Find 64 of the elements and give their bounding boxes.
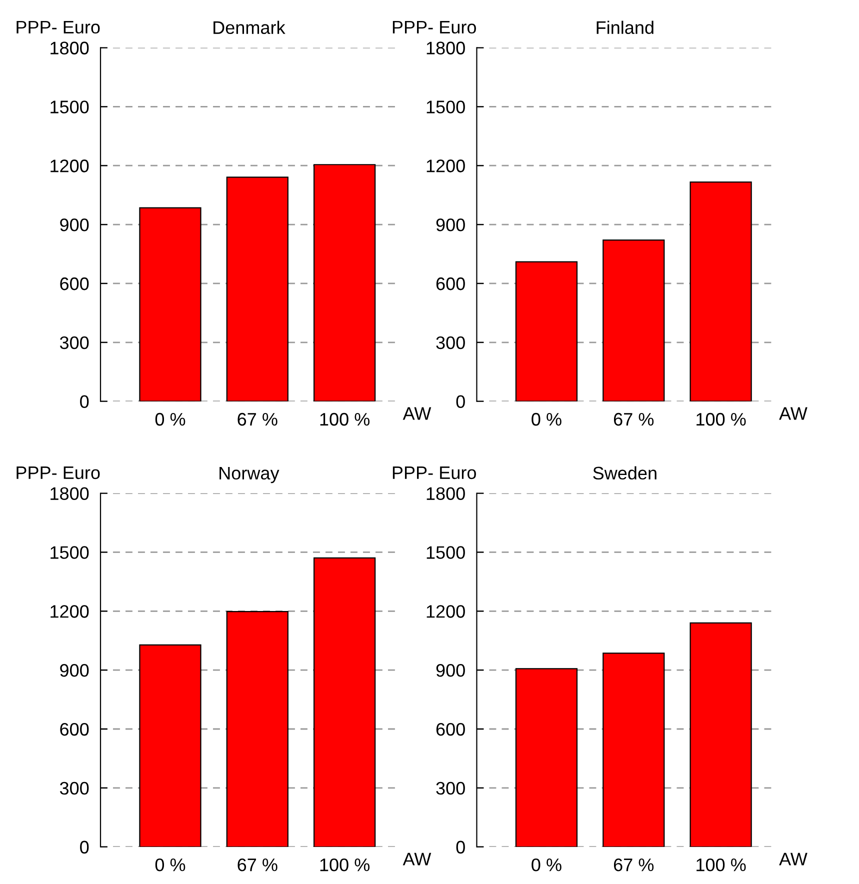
x-tick-label: 67 % bbox=[614, 412, 654, 426]
y-tick-label: 1200 bbox=[50, 160, 89, 172]
y-tick-label: 300 bbox=[436, 336, 465, 350]
bar bbox=[515, 668, 578, 847]
y-tick-label: 300 bbox=[436, 782, 465, 795]
chart-title: Denmark bbox=[214, 20, 286, 34]
chart-title: Sweden bbox=[593, 466, 656, 480]
y-tick-label: 600 bbox=[436, 722, 465, 736]
y-tick-label: 1200 bbox=[50, 605, 89, 618]
y-tick-label: 0 bbox=[456, 840, 465, 854]
bar bbox=[690, 622, 752, 847]
y-tick-label: 1800 bbox=[50, 487, 89, 500]
x-tick-label: 0 % bbox=[532, 412, 562, 426]
y-tick-label: 0 bbox=[80, 840, 89, 854]
y-tick-label: 600 bbox=[60, 722, 89, 736]
y-axis-title: PPP- Euro bbox=[16, 466, 100, 480]
y-axis-title: PPP- Euro bbox=[392, 466, 476, 480]
bar bbox=[690, 182, 752, 402]
x-tick-label: 0 % bbox=[155, 858, 186, 872]
y-tick-label: 1800 bbox=[426, 487, 465, 500]
y-axis-title: PPP- Euro bbox=[392, 20, 476, 34]
y-tick-label: 300 bbox=[60, 336, 89, 350]
y-tick-label: 900 bbox=[436, 218, 465, 232]
x-tick-label: 0 % bbox=[532, 858, 562, 872]
x-tick-label: 100 % bbox=[696, 858, 746, 872]
y-tick-label: 900 bbox=[60, 664, 89, 677]
y-tick-label: 1500 bbox=[426, 100, 465, 114]
x-axis-title: AW bbox=[779, 852, 808, 866]
y-tick-label: 1500 bbox=[50, 100, 89, 114]
y-axis-title: PPP- Euro bbox=[16, 20, 100, 34]
x-tick-label: 67 % bbox=[238, 858, 278, 872]
x-tick-label: 100 % bbox=[320, 412, 370, 426]
x-tick-label: 67 % bbox=[238, 412, 278, 426]
x-tick-label: 0 % bbox=[155, 412, 186, 426]
bar bbox=[515, 261, 578, 402]
y-tick-label: 1200 bbox=[426, 160, 465, 172]
y-tick-label: 1800 bbox=[50, 42, 89, 54]
y-tick-label: 0 bbox=[80, 395, 89, 408]
y-tick-label: 1500 bbox=[426, 546, 465, 559]
bar bbox=[602, 652, 665, 847]
bar bbox=[226, 610, 288, 847]
y-tick-label: 0 bbox=[456, 395, 465, 408]
y-tick-label: 1800 bbox=[426, 42, 465, 54]
x-tick-label: 100 % bbox=[696, 412, 746, 426]
x-axis-title: AW bbox=[402, 407, 432, 420]
y-tick-label: 900 bbox=[436, 664, 465, 677]
y-tick-label: 900 bbox=[60, 218, 89, 232]
chart-title: Norway bbox=[220, 466, 280, 484]
x-tick-label: 100 % bbox=[320, 858, 370, 872]
x-axis-title: AW bbox=[779, 407, 808, 420]
bar bbox=[314, 164, 376, 402]
x-axis-title: AW bbox=[402, 852, 432, 866]
bar bbox=[139, 207, 202, 402]
y-tick-label: 600 bbox=[60, 277, 89, 290]
bar bbox=[602, 240, 665, 402]
x-tick-label: 67 % bbox=[614, 858, 654, 872]
y-tick-label: 300 bbox=[60, 782, 89, 795]
bar bbox=[314, 557, 376, 847]
bar bbox=[139, 644, 202, 847]
y-tick-label: 1500 bbox=[50, 546, 89, 559]
y-tick-label: 1200 bbox=[426, 605, 465, 618]
chart-title: Finland bbox=[596, 20, 654, 34]
bar bbox=[226, 176, 288, 402]
y-tick-label: 600 bbox=[436, 277, 465, 290]
